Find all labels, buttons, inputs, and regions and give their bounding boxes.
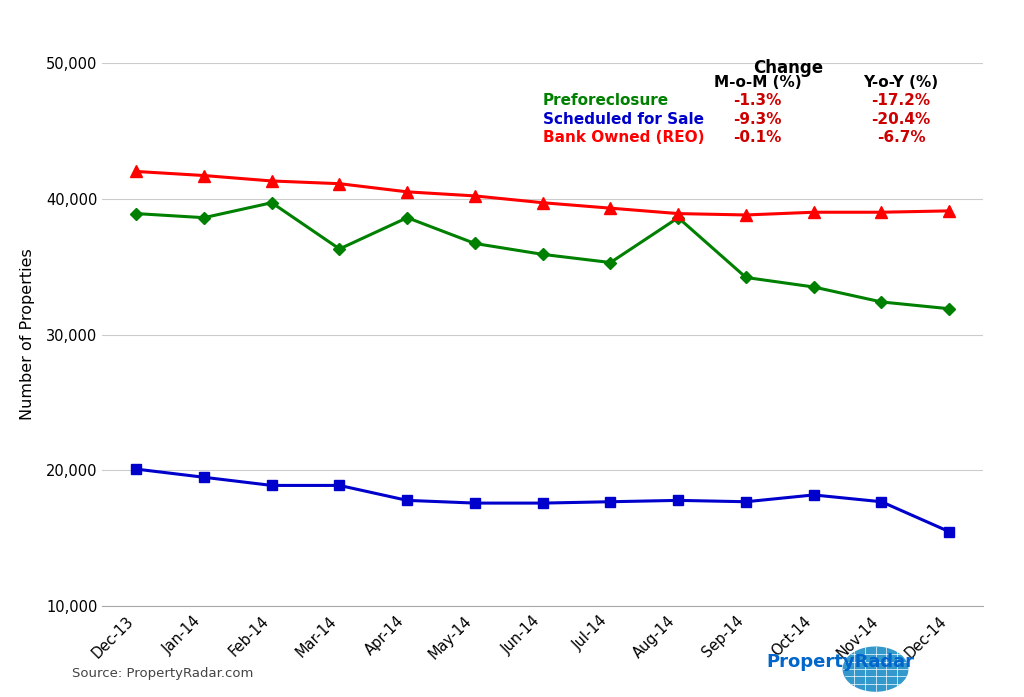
- Text: Scheduled for Sale: Scheduled for Sale: [543, 112, 703, 127]
- Text: Preforeclosure: Preforeclosure: [543, 93, 669, 109]
- Text: Change: Change: [754, 59, 823, 77]
- Text: -6.7%: -6.7%: [877, 130, 926, 145]
- Text: PropertyRadar: PropertyRadar: [766, 652, 914, 671]
- Text: -1.3%: -1.3%: [733, 93, 782, 109]
- Polygon shape: [844, 648, 907, 691]
- Text: M-o-M (%): M-o-M (%): [714, 75, 802, 90]
- Text: -0.1%: -0.1%: [733, 130, 782, 145]
- Text: Source: PropertyRadar.com: Source: PropertyRadar.com: [72, 666, 253, 680]
- Text: -9.3%: -9.3%: [733, 112, 782, 127]
- Text: Y-o-Y (%): Y-o-Y (%): [863, 75, 939, 90]
- Text: -20.4%: -20.4%: [871, 112, 931, 127]
- Text: -17.2%: -17.2%: [871, 93, 931, 109]
- Y-axis label: Number of Properties: Number of Properties: [19, 249, 35, 420]
- Text: Bank Owned (REO): Bank Owned (REO): [543, 130, 705, 145]
